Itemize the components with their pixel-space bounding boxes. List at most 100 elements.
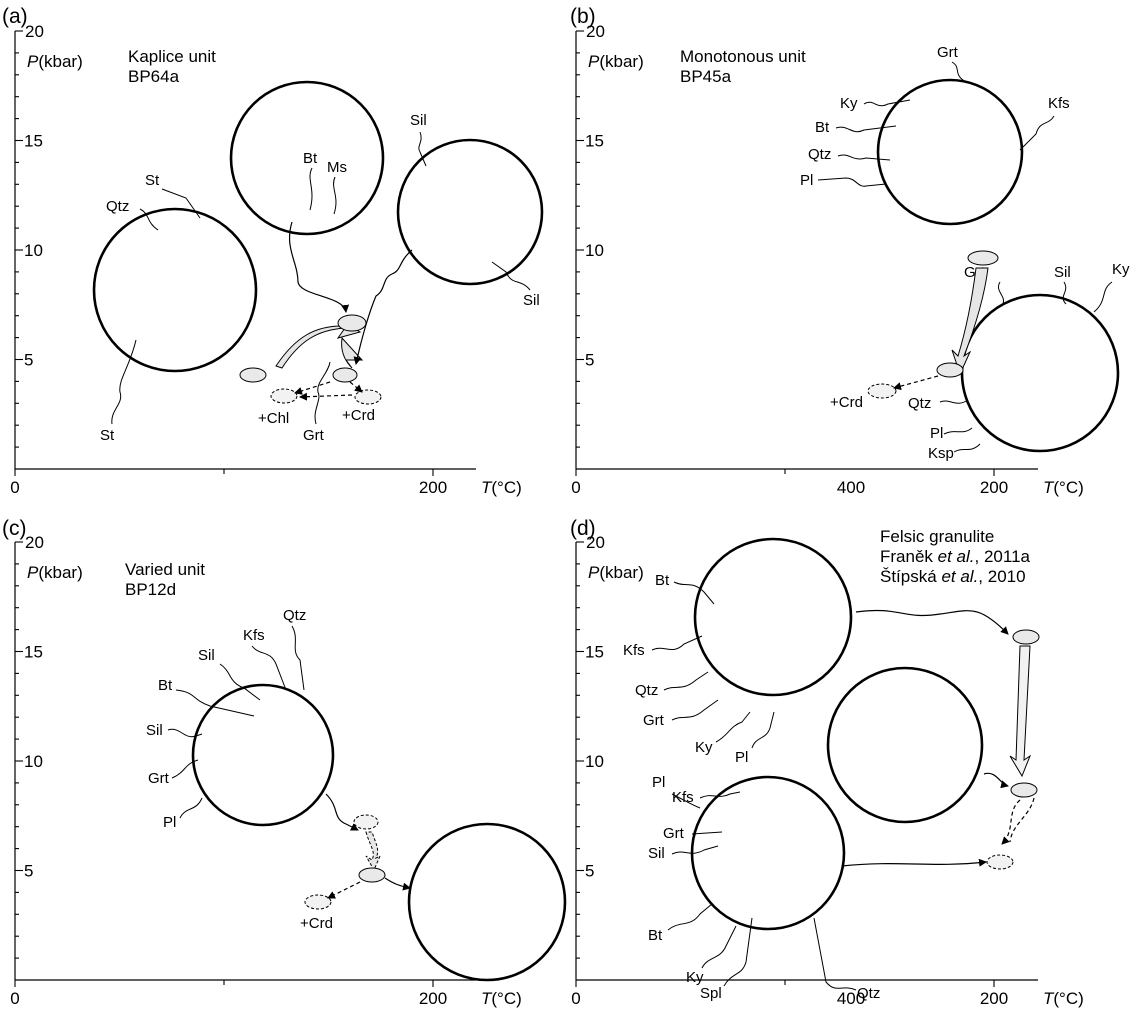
panel-b: (b) Monotonous unit BP45a	[570, 5, 1130, 462]
x-tick-label: 200	[419, 989, 447, 1008]
panel-c: (c) Varied unit BP12d	[2, 517, 567, 982]
thin-section-b1	[876, 78, 1024, 226]
panel-label-c: (c)	[2, 517, 27, 540]
y-axis-label: P(kbar)	[588, 52, 644, 71]
y-axis-label: P(kbar)	[588, 563, 644, 582]
mineral-label: Pl	[930, 425, 943, 442]
thin-section-d1	[693, 537, 853, 697]
pt-point-oval	[304, 894, 332, 910]
mineral-label: Sil	[198, 647, 215, 664]
x-axis-label: T(°C)	[1043, 478, 1084, 497]
mineral-label: Sil	[146, 722, 163, 739]
y-tick-label: 5	[585, 351, 594, 370]
panel-d-title-line-1: Felsic granulite	[880, 527, 994, 546]
thin-section-a3	[396, 138, 544, 286]
y-tick-label: 20	[586, 22, 605, 41]
y-tick-label: 5	[24, 862, 33, 881]
mineral-label: Qtz	[808, 146, 831, 163]
mineral-label: Grt	[937, 44, 959, 61]
x-tick-label: 0	[10, 989, 19, 1008]
mineral-label: Kfs	[623, 642, 645, 659]
mineral-label: +Chl	[258, 410, 289, 427]
mineral-label: Qtz	[106, 198, 129, 215]
x-tick-label: 400	[837, 989, 865, 1008]
mineral-label: +Crd	[342, 407, 375, 424]
mineral-label: Grt	[303, 427, 325, 444]
x-axis-label: T(°C)	[1043, 989, 1084, 1008]
pt-point-oval	[1012, 629, 1040, 645]
mineral-label: Qtz	[635, 682, 658, 699]
mineral-label: +Crd	[830, 394, 863, 411]
mineral-label: Pl	[652, 774, 665, 791]
mineral-label: Grt	[643, 712, 665, 729]
pt-point-oval	[239, 367, 267, 383]
x-tick-label: 0	[571, 478, 580, 497]
mineral-label: Pl	[735, 749, 748, 766]
x-axis-label: T(°C)	[481, 989, 522, 1008]
thin-section-a2	[229, 80, 385, 236]
pt-point-oval	[337, 314, 367, 332]
pt-point-oval	[270, 388, 298, 404]
mineral-label: Grt	[663, 825, 685, 842]
panel-c-title-line-2: BP12d	[125, 580, 176, 599]
y-tick-label: 20	[25, 533, 44, 552]
y-tick-label: 15	[585, 132, 604, 151]
mineral-label: Bt	[158, 677, 173, 694]
panel-d: (d) Felsic granulite Franěk et al., 2011…	[570, 517, 1040, 1002]
mineral-label: Bt	[648, 927, 663, 944]
citation-2: Štípská et al., 2010	[880, 567, 1026, 586]
x-axis-label: T(°C)	[481, 478, 522, 497]
axes-layer: 02004006008005101520P(kbar)T(°C)02004006…	[10, 22, 1084, 1008]
pt-point-oval	[986, 854, 1014, 870]
x-tick-label: 400	[837, 478, 865, 497]
x-tick-label: 0	[10, 478, 19, 497]
y-tick-label: 10	[585, 241, 604, 260]
thin-section-b2	[960, 293, 1120, 453]
mineral-label: Ky	[695, 739, 713, 756]
panel-b-title-line-1: Monotonous unit	[680, 47, 806, 66]
mineral-label: Qtz	[857, 985, 880, 1002]
pt-path-arrow	[1009, 645, 1032, 778]
mineral-label: Sil	[648, 845, 665, 862]
thin-section-c1	[191, 683, 335, 827]
mineral-label: Ky	[840, 95, 858, 112]
x-tick-label: 0	[571, 989, 580, 1008]
y-tick-label: 15	[24, 132, 43, 151]
y-tick-label: 5	[585, 862, 594, 881]
pt-point-oval	[867, 383, 897, 399]
mineral-label: +Crd	[300, 915, 333, 932]
citation-1: Franěk et al., 2011a	[880, 547, 1031, 566]
panel-a-title-line-1: Kaplice unit	[128, 47, 216, 66]
panel-a-title-line-2: BP64a	[128, 67, 180, 86]
y-tick-label: 10	[24, 752, 43, 771]
mineral-label: Sil	[410, 112, 427, 129]
x-tick-label: 200	[980, 478, 1008, 497]
y-tick-label: 15	[585, 643, 604, 662]
pt-path-arrow	[951, 267, 989, 376]
mineral-label: St	[145, 172, 160, 189]
thin-section-d2	[826, 666, 984, 824]
y-tick-label: 10	[24, 241, 43, 260]
mineral-label: Ms	[327, 159, 347, 176]
pt-point-oval	[332, 367, 358, 383]
y-tick-label: 20	[25, 22, 44, 41]
panel-c-title-line-1: Varied unit	[125, 560, 205, 579]
pt-point-oval	[358, 867, 386, 883]
mineral-label: Spl	[700, 985, 722, 1002]
mineral-label: Ky	[686, 969, 704, 986]
pt-point-oval	[936, 362, 964, 378]
mineral-label: Sil	[1054, 264, 1071, 281]
mineral-label: Pl	[800, 172, 813, 189]
mineral-label: Bt	[655, 572, 670, 589]
y-axis-label: P(kbar)	[27, 563, 83, 582]
panel-label-d: (d)	[570, 517, 596, 540]
y-axis-label: P(kbar)	[27, 52, 83, 71]
mineral-label: Pl	[163, 814, 176, 831]
mineral-label: St	[100, 427, 115, 444]
panel-a: (a) Kaplice unit BP64a	[2, 5, 544, 444]
mineral-label: Kfs	[672, 789, 694, 806]
mineral-label: Ksp	[928, 445, 954, 462]
pt-point-oval	[967, 250, 999, 266]
mineral-label: Qtz	[283, 607, 306, 624]
